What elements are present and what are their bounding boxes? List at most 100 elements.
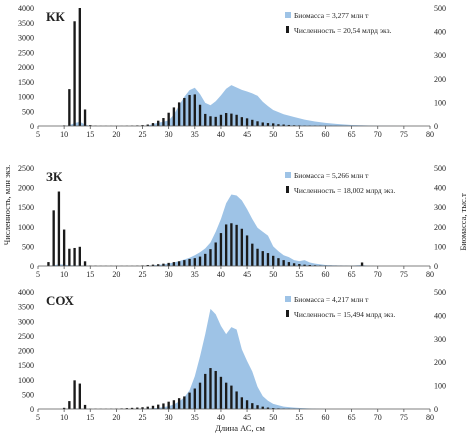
y-left-tick-label: 3000	[18, 34, 34, 43]
abundance-bar	[188, 95, 190, 126]
y-left-tick-label: 4000	[18, 288, 34, 297]
abundance-bar	[215, 371, 217, 409]
y-left-tick-label: 500	[22, 107, 34, 116]
y-left-tick-label: 1000	[18, 223, 34, 232]
legend-label-biomass: Биомасса = 5,266 млн т	[294, 171, 369, 180]
y-left-tick-label: 4000	[18, 4, 34, 13]
abundance-bar	[262, 122, 264, 126]
abundance-bar	[199, 105, 201, 126]
x-tick-label: 60	[321, 413, 329, 422]
x-tick-label: 45	[243, 130, 251, 139]
abundance-bar	[199, 257, 201, 266]
abundance-bar	[183, 396, 185, 409]
y-right-tick-label: 300	[434, 203, 446, 212]
x-tick-label: 70	[374, 130, 382, 139]
abundance-bar	[225, 113, 227, 126]
abundance-bar	[235, 391, 237, 409]
panel-title: СОХ	[46, 293, 74, 308]
abundance-bar	[209, 116, 211, 126]
y-left-tick-label: 1500	[18, 203, 34, 212]
legend-label-abundance: Численность = 15,494 млрд экз.	[294, 310, 395, 319]
abundance-bar	[162, 403, 164, 409]
abundance-bar	[246, 235, 248, 266]
x-tick-label: 75	[400, 413, 408, 422]
y-right-tick-label: 500	[434, 4, 446, 13]
abundance-bar	[173, 107, 175, 126]
x-tick-label: 65	[348, 270, 356, 279]
abundance-bar	[194, 258, 196, 266]
abundance-bar	[267, 253, 269, 266]
y-right-tick-label: 400	[434, 311, 446, 320]
abundance-bar	[79, 8, 81, 126]
y-left-tick-label: 2000	[18, 63, 34, 72]
x-tick-label: 55	[295, 413, 303, 422]
x-tick-label: 25	[139, 130, 147, 139]
y-left-tick-label: 1500	[18, 361, 34, 370]
y-left-tick-label: 500	[22, 242, 34, 251]
legend-swatch-abundance	[286, 186, 289, 193]
x-tick-label: 55	[295, 130, 303, 139]
y-right-tick-label: 0	[434, 122, 438, 131]
y-right-tick-label: 0	[434, 405, 438, 414]
abundance-bar	[152, 406, 154, 409]
x-tick-label: 70	[374, 270, 382, 279]
x-tick-label: 45	[243, 270, 251, 279]
abundance-bar	[73, 248, 75, 266]
x-tick-label: 70	[374, 413, 382, 422]
y-axis-title-left: Численность, млн экз.	[2, 165, 12, 245]
legend-label-abundance: Численность = 18,002 млрд экз.	[294, 186, 395, 195]
abundance-bar	[256, 405, 258, 409]
abundance-bar	[251, 244, 253, 266]
x-tick-label: 35	[191, 130, 199, 139]
abundance-bar	[173, 262, 175, 266]
abundance-bar	[241, 117, 243, 126]
x-tick-label: 15	[86, 270, 94, 279]
abundance-bar	[246, 118, 248, 126]
y-left-tick-label: 0	[30, 122, 34, 131]
x-tick-label: 80	[426, 270, 434, 279]
x-tick-label: 5	[36, 130, 40, 139]
x-tick-label: 60	[321, 130, 329, 139]
y-right-tick-label: 0	[434, 262, 438, 271]
x-tick-label: 15	[86, 130, 94, 139]
x-tick-label: 50	[269, 413, 277, 422]
abundance-bar	[241, 229, 243, 266]
x-tick-label: 5	[36, 413, 40, 422]
y-right-tick-label: 300	[434, 51, 446, 60]
y-right-tick-label: 500	[434, 288, 446, 297]
x-tick-label: 10	[60, 130, 68, 139]
abundance-bar	[215, 242, 217, 266]
abundance-bar	[68, 249, 70, 266]
abundance-bar	[183, 98, 185, 126]
abundance-bar	[241, 397, 243, 409]
y-left-tick-label: 2500	[18, 164, 34, 173]
abundance-bar	[79, 384, 81, 409]
abundance-bar	[84, 405, 86, 409]
y-left-tick-label: 2500	[18, 332, 34, 341]
abundance-bar	[194, 389, 196, 409]
y-left-tick-label: 1500	[18, 78, 34, 87]
x-tick-label: 40	[217, 130, 225, 139]
abundance-bar	[162, 118, 164, 126]
abundance-bar	[225, 224, 227, 266]
abundance-bar	[188, 259, 190, 266]
abundance-bar	[167, 263, 169, 266]
abundance-bar	[199, 383, 201, 409]
x-tick-label: 60	[321, 270, 329, 279]
legend-swatch-biomass	[285, 172, 291, 178]
x-tick-label: 20	[112, 270, 120, 279]
x-tick-label: 65	[348, 130, 356, 139]
abundance-bar	[256, 249, 258, 266]
y-left-tick-label: 1000	[18, 376, 34, 385]
y-left-tick-label: 3000	[18, 317, 34, 326]
abundance-bar	[84, 261, 86, 266]
x-tick-label: 25	[139, 413, 147, 422]
abundance-bar	[157, 405, 159, 409]
x-tick-label: 30	[165, 270, 173, 279]
x-tick-label: 35	[191, 413, 199, 422]
abundance-bar	[293, 263, 295, 266]
abundance-bar	[220, 233, 222, 266]
abundance-bar	[230, 223, 232, 266]
abundance-bar	[256, 121, 258, 126]
